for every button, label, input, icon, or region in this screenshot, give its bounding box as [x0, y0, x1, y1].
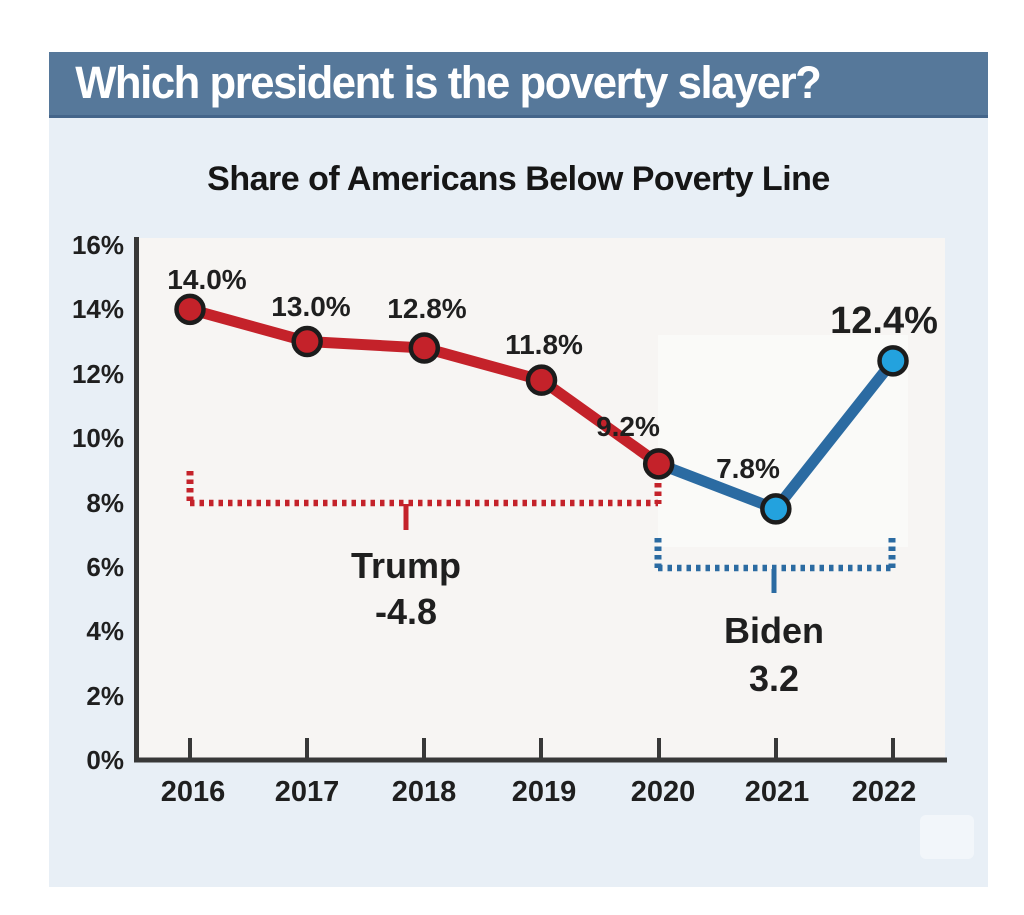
value-label-2018: 12.8%: [387, 293, 466, 324]
x-tick-label: 2022: [852, 776, 917, 808]
trump-bracket: Trump -4.8: [186, 471, 662, 632]
biden-annotation-value: 3.2: [749, 658, 799, 699]
value-label-2021: 7.8%: [716, 453, 780, 484]
y-tick-label: 12%: [72, 359, 124, 389]
data-point-2016: [174, 293, 206, 326]
x-tick-label: 2016: [161, 776, 226, 808]
y-tick-label: 4%: [86, 616, 124, 646]
x-tick-label: 2017: [275, 776, 340, 808]
y-tick-label: 10%: [72, 423, 124, 453]
x-axis-ticks: [188, 738, 895, 758]
trump-annotation-label: Trump: [351, 545, 461, 586]
data-point-2021: [760, 493, 792, 525]
data-points: [174, 293, 909, 525]
y-tick-label: 0%: [86, 745, 124, 775]
x-axis-labels: 2016 2017 2018 2019 2020 2021 2022: [161, 776, 917, 808]
y-axis-labels: 16% 14% 12% 10% 8% 6% 4% 2% 0%: [72, 230, 124, 775]
data-point-2022: [877, 345, 909, 377]
chart-title: Share of Americans Below Poverty Line: [207, 160, 830, 198]
x-tick-label: 2021: [745, 776, 810, 808]
value-label-2016: 14.0%: [167, 264, 246, 295]
data-point-2017: [291, 325, 323, 358]
data-point-2019: [525, 364, 558, 396]
value-label-2019: 11.8%: [505, 329, 583, 360]
y-tick-label: 14%: [72, 294, 124, 324]
biden-annotation-label: Biden: [724, 610, 824, 651]
header-bar: Which president is the poverty slayer?: [49, 52, 988, 118]
data-point-2020: [642, 448, 675, 480]
value-label-2020: 9.2%: [596, 411, 660, 442]
y-tick-label: 16%: [72, 230, 124, 260]
trump-annotation-value: -4.8: [375, 591, 437, 632]
y-tick-label: 6%: [86, 552, 124, 582]
biden-bracket: Biden 3.2: [654, 538, 896, 699]
y-tick-label: 2%: [86, 681, 124, 711]
value-label-2022: 12.4%: [830, 300, 938, 342]
point-value-labels: 14.0% 13.0% 12.8% 11.8% 9.2% 7.8% 12.4%: [167, 264, 938, 484]
x-tick-label: 2018: [392, 776, 457, 808]
value-label-2017: 13.0%: [271, 291, 350, 322]
watermark-box: [920, 815, 974, 859]
x-tick-label: 2019: [512, 776, 577, 808]
y-tick-label: 8%: [86, 488, 124, 518]
data-point-2018: [408, 332, 441, 364]
x-tick-label: 2020: [631, 776, 696, 808]
page-title: Which president is the poverty slayer?: [75, 57, 822, 108]
